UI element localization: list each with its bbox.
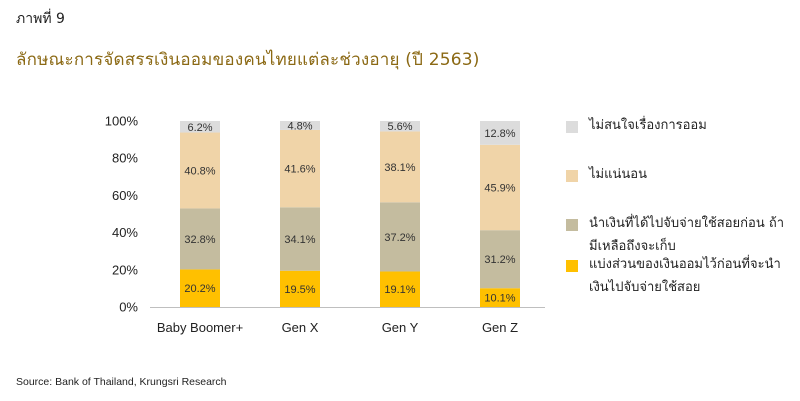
- legend-label: แบ่งส่วนของเงินออมไว้ก่อนที่จะนำเงินไปจั…: [589, 257, 781, 295]
- y-tick-label: 60%: [112, 188, 138, 203]
- legend-label: ไม่แน่นอน: [589, 167, 647, 182]
- x-tick-label: Gen Z: [482, 320, 518, 335]
- chart-title: ลักษณะการจัดสรรเงินออมของคนไทยแต่ละช่วงอ…: [16, 50, 480, 70]
- data-label: 19.5%: [284, 284, 315, 296]
- data-label: 19.1%: [384, 284, 415, 296]
- figure-label: ภาพที่ 9: [16, 11, 65, 27]
- legend-label: นำเงินที่ได้ไปจับจ่ายใช้สอยก่อน ถ้ามีเหล…: [589, 216, 785, 254]
- source-note: Source: Bank of Thailand, Krungsri Resea…: [16, 376, 227, 388]
- bar-segment: [280, 270, 320, 307]
- x-tick-label: Baby Boomer+: [157, 320, 243, 335]
- bar-segment: [280, 129, 320, 208]
- legend-item: แบ่งส่วนของเงินออมไว้ก่อนที่จะนำเงินไปจั…: [566, 257, 789, 299]
- bar-segment: [280, 121, 320, 130]
- data-label: 31.2%: [484, 254, 515, 266]
- legend-label: ไม่สนใจเรื่องการออม: [589, 118, 707, 133]
- bar-segment: [480, 288, 520, 307]
- bar-segment: [380, 271, 420, 307]
- data-label: 40.8%: [184, 165, 215, 177]
- x-tick-label: Gen X: [282, 320, 319, 335]
- data-label: 41.6%: [284, 164, 315, 176]
- legend-item: นำเงินที่ได้ไปจับจ่ายใช้สอยก่อน ถ้ามีเหล…: [566, 216, 789, 258]
- bar-segment: [380, 131, 420, 203]
- bar-segment: [180, 269, 220, 307]
- data-label: 38.1%: [384, 162, 415, 174]
- x-tick-label: Gen Y: [382, 320, 419, 335]
- legend-swatch: [566, 121, 578, 133]
- y-tick-label: 100%: [105, 114, 139, 129]
- legend-swatch: [566, 170, 578, 182]
- y-tick-label: 0%: [119, 300, 138, 315]
- data-label: 6.2%: [187, 122, 212, 134]
- data-label: 37.2%: [384, 232, 415, 244]
- data-label: 4.8%: [287, 120, 312, 132]
- bar-segment: [480, 230, 520, 289]
- bar-segment: [180, 121, 220, 133]
- bar-segment: [380, 121, 420, 132]
- bar-segment: [180, 132, 220, 209]
- data-label: 10.1%: [484, 293, 515, 305]
- bar-segment: [280, 207, 320, 271]
- legend-item: ไม่สนใจเรื่องการออม: [566, 118, 789, 137]
- y-tick-label: 40%: [112, 225, 138, 240]
- bar-segment: [480, 144, 520, 231]
- data-label: 34.1%: [284, 234, 315, 246]
- y-tick-label: 20%: [112, 262, 138, 277]
- bar-segment: [380, 202, 420, 272]
- y-tick-label: 80%: [112, 151, 138, 166]
- legend-swatch: [566, 219, 578, 231]
- data-label: 45.9%: [484, 182, 515, 194]
- data-label: 20.2%: [184, 283, 215, 295]
- data-label: 12.8%: [484, 128, 515, 140]
- legend-item: ไม่แน่นอน: [566, 167, 789, 186]
- legend-swatch: [566, 260, 578, 272]
- data-label: 5.6%: [387, 121, 412, 133]
- bar-segment: [480, 121, 520, 145]
- data-label: 32.8%: [184, 234, 215, 246]
- bar-segment: [180, 208, 220, 270]
